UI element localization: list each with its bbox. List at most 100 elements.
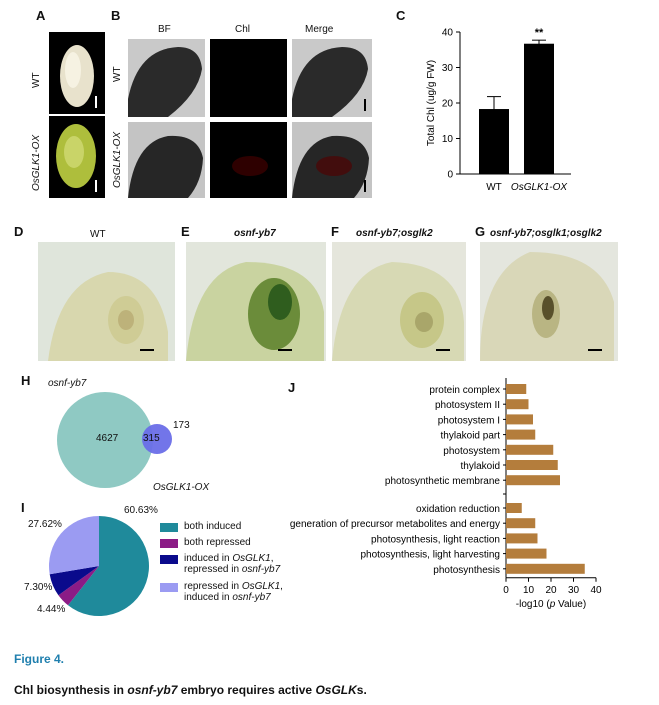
go-bar	[506, 399, 529, 410]
go-bar	[506, 414, 533, 425]
go-bar	[506, 518, 536, 529]
panel-g-embryo-photo	[480, 242, 618, 361]
panel-b-col-bf: BF	[158, 24, 171, 35]
panel-c-chl-chart: 0 10 20 30 40 Total Chl (ug/g FW) WT OsGLK1-OX *…	[426, 27, 571, 193]
legend-repressed-glk1-line1b: ,	[280, 581, 283, 592]
go-term-label: photosynthesis, light harvesting	[360, 550, 500, 561]
panel-j-go-chart: protein complex photosystem II photosystem…	[290, 378, 602, 610]
panel-e-title: osnf-yb7	[234, 228, 276, 239]
venn-diagram	[57, 392, 172, 488]
legend-induced-glk1-em2: osnf-yb7	[241, 564, 281, 575]
x-tick-label: 10	[523, 585, 535, 596]
legend-swatch-both-repressed	[160, 539, 178, 548]
pie-label-27: 27.62%	[28, 519, 62, 530]
x-axis-label: -log10 (p Value)	[516, 599, 586, 610]
y-tick-label: 40	[442, 28, 454, 39]
figure-title-post: s.	[356, 683, 367, 697]
go-bar	[506, 384, 527, 394]
go-term-label: photosynthetic membrane	[385, 476, 501, 487]
y-tick-label: 20	[442, 99, 454, 110]
panel-label-a: A	[36, 8, 46, 23]
panel-a-row2-label: OsGLK1-OX	[31, 134, 42, 191]
legend-repressed-glk1-line2: induced in	[184, 592, 233, 603]
pie-slice-3	[49, 516, 99, 575]
panel-label-g: G	[475, 224, 486, 239]
venn-circle-osglk1-ox	[142, 424, 172, 454]
panel-label-b: B	[111, 8, 121, 23]
x-tick-label: 40	[590, 585, 602, 596]
x-tick-label: 20	[545, 585, 557, 596]
figure-title-em1: osnf-yb7	[127, 683, 178, 697]
pie-label-7: 7.30%	[24, 582, 53, 593]
go-bar	[506, 503, 522, 513]
panel-b-col-merge: Merge	[305, 24, 334, 35]
x-tick-label: OsGLK1-OX	[511, 182, 567, 193]
go-term-label: photosynthesis, light reaction	[371, 534, 500, 545]
venn-only1-count: 4627	[96, 433, 119, 444]
pie-chart	[49, 516, 149, 616]
figure-title-em2: OsGLK	[315, 683, 357, 697]
panel-b-col-chl: Chl	[235, 24, 251, 35]
go-term-label: photosystem I	[438, 415, 500, 426]
go-term-label: oxidation reduction	[416, 504, 500, 515]
panel-b-row1-label: WT	[112, 66, 123, 82]
x-tick-label: 30	[568, 585, 580, 596]
legend-both-repressed: both repressed	[184, 537, 251, 548]
panel-b-wt-bf-photo	[128, 39, 205, 117]
venn-set2-label: OsGLK1-OX	[153, 482, 210, 493]
legend-induced-glk1-line2: repressed in	[184, 564, 242, 575]
go-bar	[506, 548, 547, 559]
panel-b-ox-bf-photo	[128, 122, 205, 198]
y-tick-label: 30	[442, 63, 454, 74]
panel-label-d: D	[14, 224, 24, 239]
bar-osglk1-ox	[524, 43, 554, 175]
go-bar	[506, 533, 538, 544]
panel-b-ox-merge-photo	[292, 122, 372, 198]
panel-b-ox-chl-photo	[210, 122, 287, 198]
legend-swatch-induced-glk1	[160, 555, 178, 564]
figure-number: Figure 4.	[14, 652, 65, 666]
go-term-label: generation of precursor metabolites and …	[290, 519, 500, 530]
pie-slice-2	[49, 566, 99, 596]
legend-repressed-glk1-em1: OsGLK1	[241, 581, 281, 592]
legend-repressed-glk1-em2: osnf-yb7	[232, 592, 271, 603]
panel-f-embryo-photo	[332, 242, 466, 361]
pie-label-60: 60.63%	[124, 505, 158, 516]
panel-a-ox-seed-photo	[49, 116, 105, 198]
legend-repressed-glk1: repressed in OsGLK1, induced in osnf-yb7	[184, 581, 283, 603]
legend-induced-glk1: induced in OsGLK1, repressed in osnf-yb7	[184, 553, 280, 575]
panel-b-wt-merge-photo	[292, 39, 372, 117]
panel-b-wt-chl-photo	[210, 39, 287, 117]
x-tick-label: 0	[503, 585, 509, 596]
go-bar	[506, 563, 585, 574]
pie-label-4: 4.44%	[37, 604, 66, 615]
panel-b-row2-label: OsGLK1-OX	[112, 131, 123, 188]
panel-label-f: F	[331, 224, 339, 239]
venn-circle-osnf-yb7	[57, 392, 153, 488]
panel-label-c: C	[396, 8, 406, 23]
go-term-label: photosynthesis	[433, 565, 500, 576]
go-bar	[506, 475, 560, 486]
x-tick-label: WT	[486, 182, 502, 193]
go-bar	[506, 444, 554, 455]
go-bar	[506, 460, 558, 470]
panel-e-embryo-photo	[186, 242, 326, 361]
figure-title-pre: Chl biosynthesis in	[14, 683, 128, 697]
panel-label-i: I	[21, 500, 25, 515]
legend-induced-glk1-line1a: induced in	[184, 553, 233, 564]
y-tick-label: 0	[447, 170, 453, 181]
go-bar	[506, 429, 536, 440]
go-term-label: photosystem II	[435, 400, 500, 411]
figure-title-mid: embryo requires active	[177, 683, 316, 697]
legend-swatch-repressed-glk1	[160, 583, 178, 592]
pie-slice-1	[58, 566, 99, 606]
panel-a-wt-seed-photo	[49, 32, 105, 114]
go-term-label: thylakoid	[461, 461, 500, 472]
legend-induced-glk1-em1: OsGLK1	[232, 553, 271, 564]
legend-swatch-both-induced	[160, 523, 178, 532]
panel-label-e: E	[181, 224, 190, 239]
venn-set1-label: osnf-yb7	[48, 378, 87, 389]
legend-induced-glk1-line1b: ,	[270, 553, 274, 564]
panel-label-j: J	[288, 380, 296, 395]
go-term-label: protein complex	[429, 385, 500, 396]
